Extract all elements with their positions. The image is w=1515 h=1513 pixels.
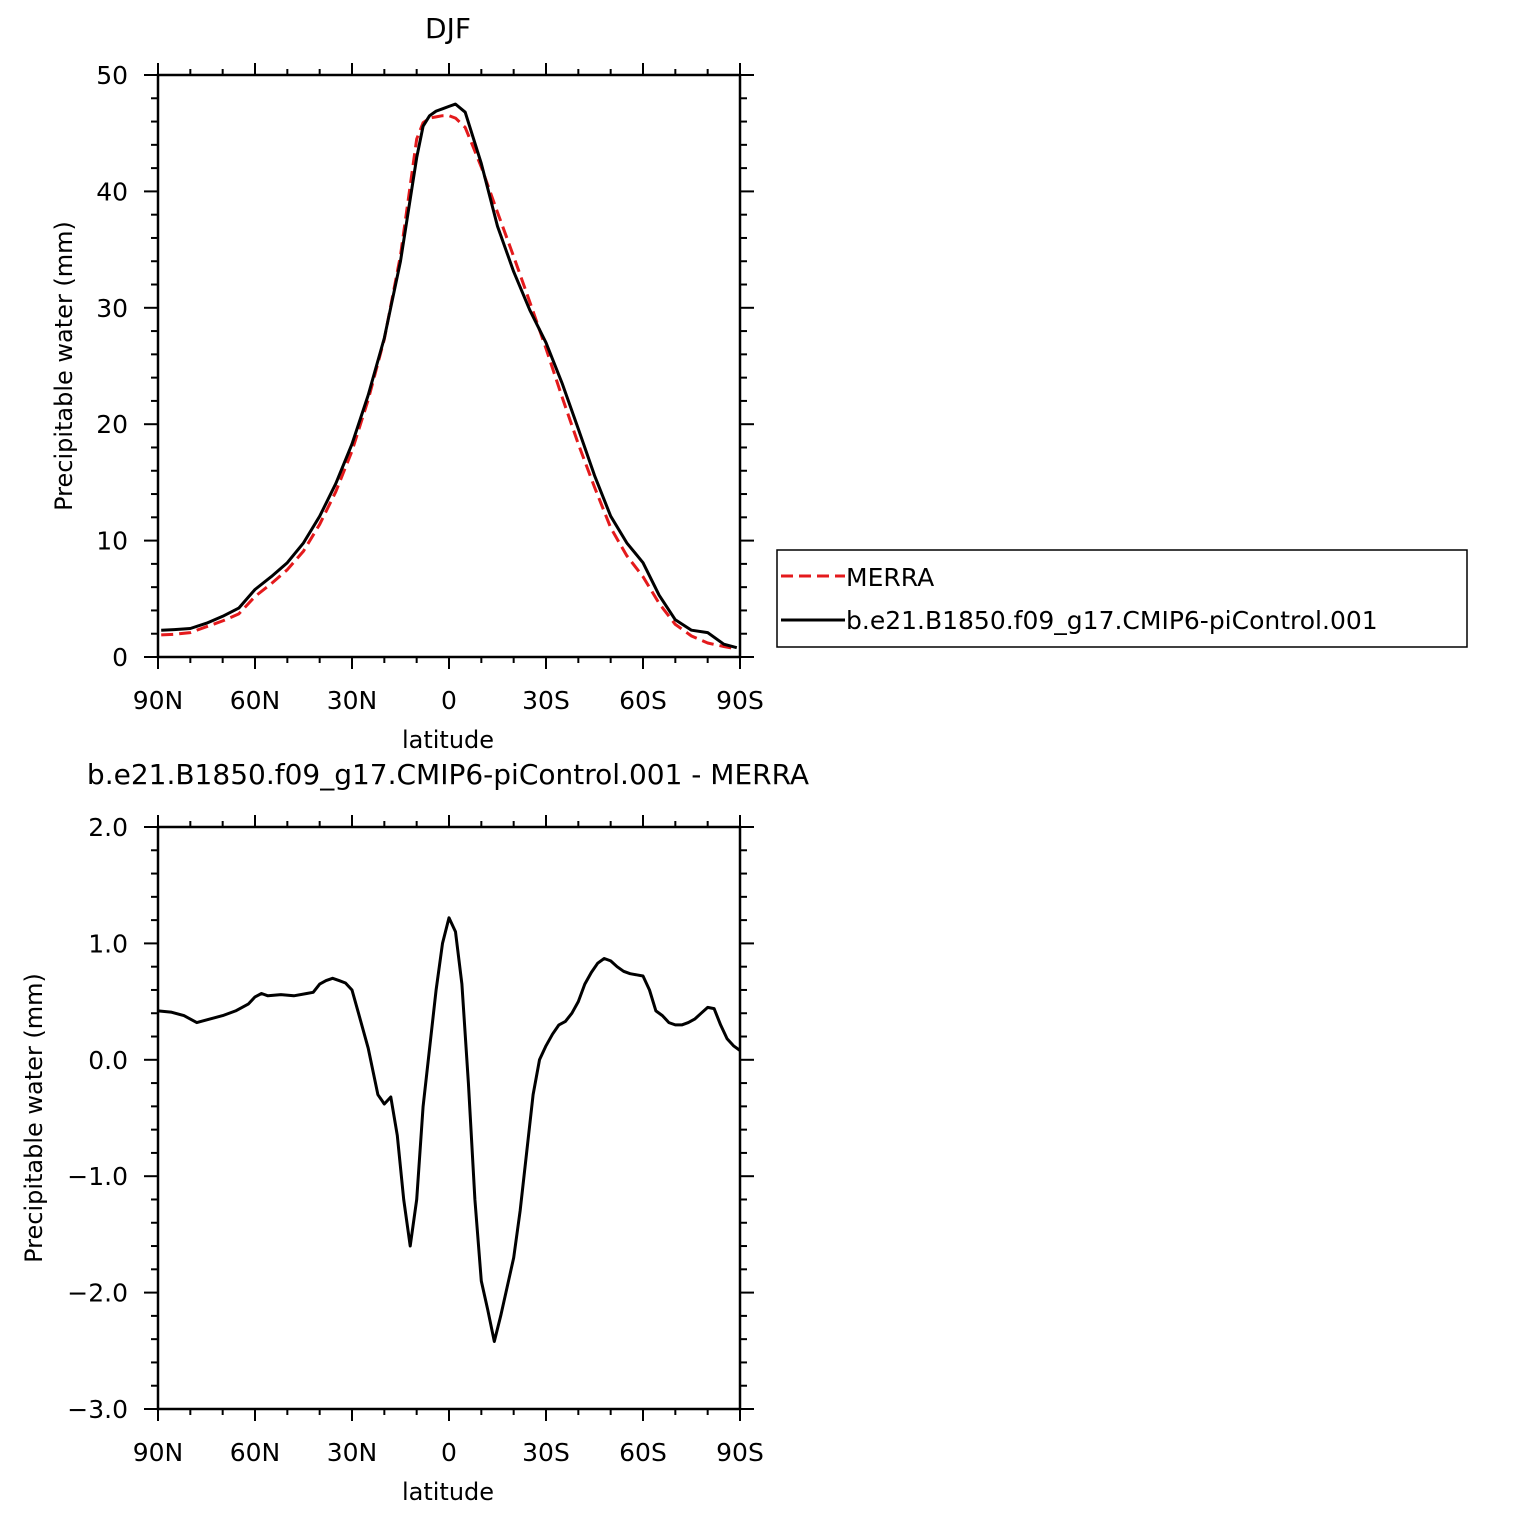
- x-axis-label: latitude: [402, 726, 494, 754]
- x-tick-label: 60S: [619, 686, 667, 715]
- y-tick-label: 30: [96, 294, 128, 323]
- y-tick-label: −3.0: [67, 1395, 128, 1424]
- y-tick-label: −1.0: [67, 1162, 128, 1191]
- x-tick-label: 60N: [230, 1438, 281, 1467]
- y-tick-label: 2.0: [88, 813, 128, 842]
- y-tick-label: 40: [96, 177, 128, 206]
- legend: MERRA b.e21.B1850.f09_g17.CMIP6-piContro…: [776, 549, 1468, 648]
- series-line-model: [161, 102, 738, 650]
- x-tick-label: 30S: [522, 1438, 570, 1467]
- series-line-model: [157, 916, 741, 1343]
- series-line-merra: [161, 114, 738, 651]
- x-tick-label: 90S: [716, 1438, 764, 1467]
- legend-label-model: b.e21.B1850.f09_g17.CMIP6-piControl.001: [846, 606, 1378, 635]
- x-tick-labels: 90N 60N 30N 0 30S 60S 90S: [133, 686, 764, 715]
- chart-title: DJF: [425, 12, 471, 45]
- y-axis-label: Precipitable water (mm): [50, 221, 78, 511]
- y-tick-label: 10: [96, 527, 128, 556]
- chart-title: b.e21.B1850.f09_g17.CMIP6-piControl.001 …: [87, 758, 809, 791]
- y-tick-label: 0.0: [88, 1046, 128, 1075]
- plot-frame: [156, 825, 742, 1411]
- series-lines: [157, 916, 741, 1343]
- x-tick-label: 30N: [327, 1438, 378, 1467]
- x-tick-label: 90N: [133, 1438, 184, 1467]
- y-tick-labels: 0 10 20 30 40 50: [96, 61, 128, 672]
- x-tick-labels: 90N 60N 30N 0 30S 60S 90S: [133, 1438, 764, 1467]
- difference-panel: b.e21.B1850.f09_g17.CMIP6-piControl.001 …: [20, 758, 809, 1506]
- djf-panel: DJF latitude Precipitable water (mm) 90N…: [50, 12, 764, 754]
- x-tick-label: 30N: [327, 686, 378, 715]
- x-tick-label: 0: [441, 686, 457, 715]
- series-lines: [161, 102, 738, 651]
- x-tick-label: 0: [441, 1438, 457, 1467]
- y-tick-label: 1.0: [88, 929, 128, 958]
- x-tick-label: 30S: [522, 686, 570, 715]
- y-axis-label: Precipitable water (mm): [20, 973, 48, 1263]
- legend-box: [776, 549, 1468, 648]
- plot-frame: [156, 73, 742, 659]
- tick-marks: [144, 815, 754, 1421]
- y-tick-label: 0: [112, 643, 128, 672]
- tick-marks: [144, 63, 754, 669]
- y-tick-label: 50: [96, 61, 128, 90]
- y-tick-label: 20: [96, 410, 128, 439]
- x-tick-label: 60S: [619, 1438, 667, 1467]
- x-tick-label: 60N: [230, 686, 281, 715]
- legend-label-merra: MERRA: [846, 563, 934, 592]
- y-tick-labels: −3.0 −2.0 −1.0 0.0 1.0 2.0: [67, 813, 128, 1424]
- x-tick-label: 90S: [716, 686, 764, 715]
- x-axis-label: latitude: [402, 1478, 494, 1506]
- x-tick-label: 90N: [133, 686, 184, 715]
- y-tick-label: −2.0: [67, 1279, 128, 1308]
